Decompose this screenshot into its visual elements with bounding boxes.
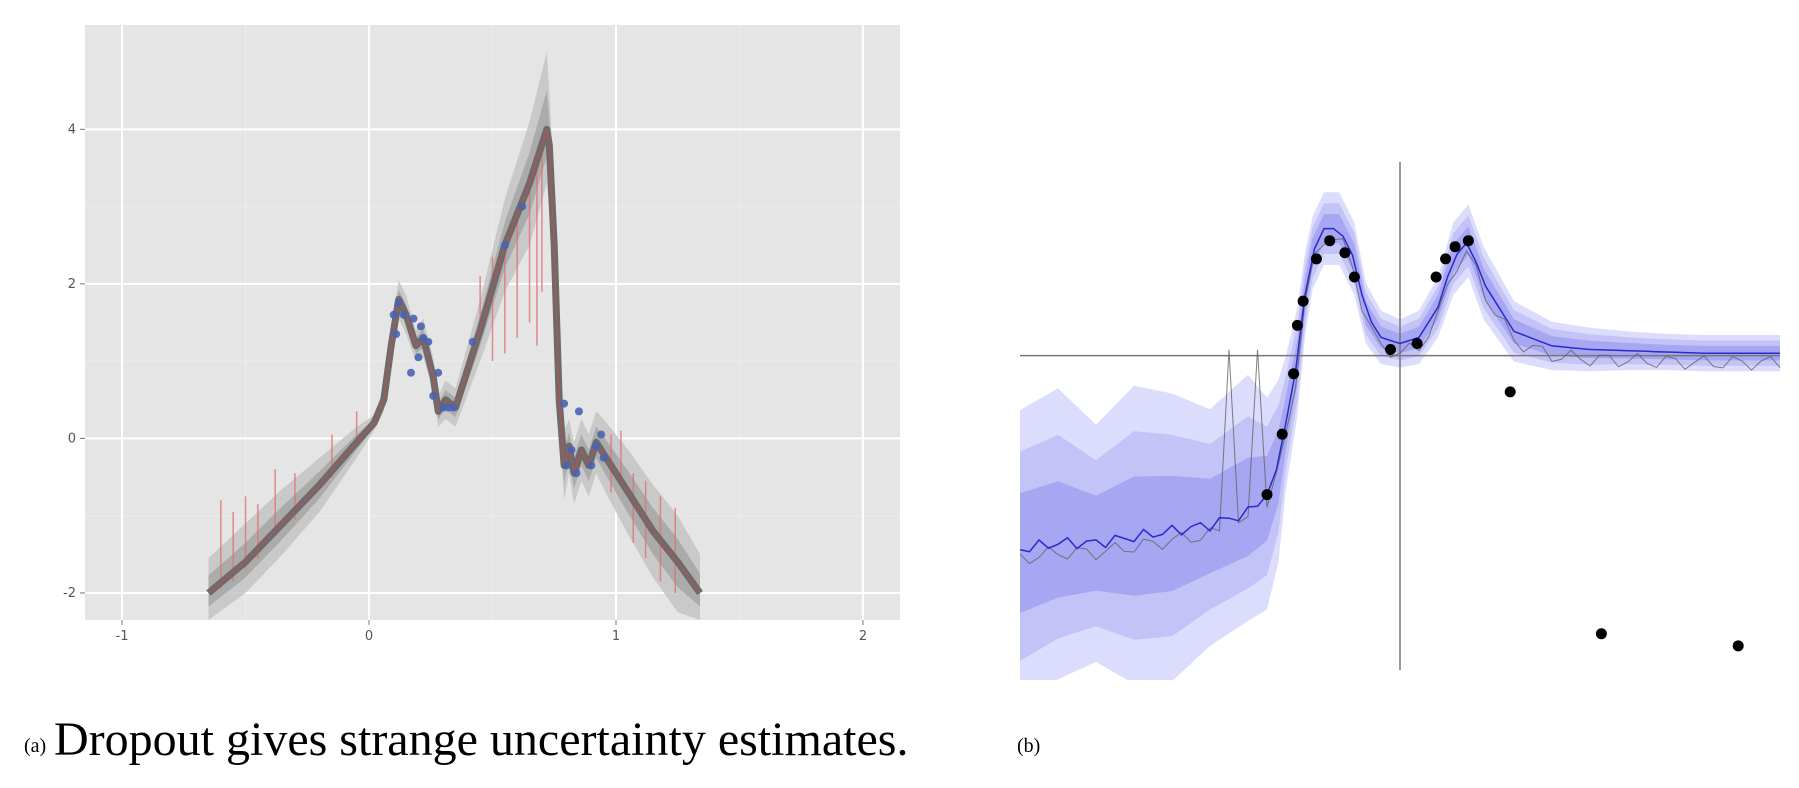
data-point <box>1411 337 1423 349</box>
data-point <box>1288 368 1300 380</box>
mean-line <box>1020 227 1780 553</box>
data-point <box>394 299 403 308</box>
data-point <box>1449 241 1461 253</box>
data-point <box>572 469 581 478</box>
caption-a-label: (a) <box>24 735 47 757</box>
x-tick-label: 2 <box>859 629 867 644</box>
y-tick-label: 4 <box>68 122 76 137</box>
data-point <box>1339 247 1351 259</box>
sample-trace <box>1020 238 1781 565</box>
data-point <box>414 353 423 362</box>
y-tick-label: -2 <box>63 586 76 601</box>
x-tick-label: -1 <box>116 629 129 644</box>
data-point <box>1504 386 1516 398</box>
data-point <box>574 407 583 416</box>
y-tick-label: 0 <box>68 431 76 446</box>
data-point <box>1261 489 1273 501</box>
data-point <box>1385 344 1396 356</box>
x-tick-label: 0 <box>365 629 373 644</box>
data-point <box>429 391 438 400</box>
x-tick-label: 1 <box>612 629 620 644</box>
data-point <box>409 314 418 323</box>
data-point <box>399 310 408 319</box>
data-point <box>599 453 608 462</box>
data-point <box>518 202 527 211</box>
mean-line-inner <box>208 129 701 594</box>
data-point <box>567 446 576 454</box>
data-point <box>1276 428 1288 440</box>
caption-a-text: Dropout gives strange uncertainty estima… <box>54 713 909 766</box>
data-point <box>1291 319 1303 331</box>
y-tick-label: 2 <box>68 277 76 292</box>
data-point <box>1440 253 1452 265</box>
data-point <box>392 330 401 339</box>
data-point <box>1297 295 1309 307</box>
data-point <box>416 322 425 331</box>
chart-b <box>1020 162 1781 680</box>
data-point <box>1348 271 1360 283</box>
data-point <box>407 368 415 377</box>
chart-a: -1 0 1 2 -2 0 2 4 <box>63 25 900 644</box>
data-point <box>424 337 433 346</box>
data-point <box>448 403 457 412</box>
data-point <box>592 442 601 451</box>
caption-b-label: (b) <box>1017 735 1041 757</box>
data-point <box>597 430 606 439</box>
data-point <box>1310 253 1322 265</box>
data-point <box>1732 640 1744 652</box>
data-point <box>434 368 443 377</box>
data-point <box>1595 628 1607 640</box>
data-point <box>500 241 509 250</box>
uncertainty-band-inner <box>1020 214 1780 613</box>
data-point <box>389 310 398 319</box>
data-point <box>1430 271 1442 283</box>
data-point <box>562 461 571 470</box>
data-point <box>468 337 477 346</box>
data-point <box>1324 235 1336 247</box>
data-point <box>1462 235 1474 247</box>
data-point <box>560 399 569 408</box>
data-point <box>587 461 596 470</box>
uncertainty-band-inner <box>208 90 700 607</box>
